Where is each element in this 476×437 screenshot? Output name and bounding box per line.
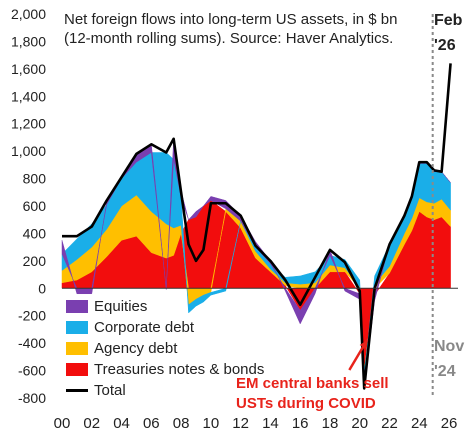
- legend-item-equities: Equities: [66, 296, 264, 317]
- x-tick-label: 04: [113, 415, 130, 432]
- y-tick-label: 800: [23, 171, 47, 187]
- x-tick-label: 02: [83, 415, 100, 432]
- nov-label-line1: Nov: [434, 338, 465, 355]
- legend-item-corporate-debt: Corporate debt: [66, 317, 264, 338]
- y-tick-label: 1,400: [11, 88, 46, 104]
- area-equities: [61, 138, 451, 389]
- y-tick-label: -800: [18, 390, 46, 406]
- y-tick-label: 200: [23, 253, 47, 269]
- y-tick-label: 1,200: [11, 116, 46, 132]
- feb-label-line1: Feb: [434, 12, 463, 29]
- y-tick-label: -400: [18, 335, 46, 351]
- legend-label-treasuries: Treasuries notes & bonds: [94, 361, 265, 378]
- em-note-line1: EM central banks sell: [236, 375, 389, 392]
- x-tick-label: 18: [322, 415, 339, 432]
- total-line-group: [62, 63, 452, 390]
- y-tick-label: 0: [38, 280, 46, 296]
- y-tick-label: -600: [18, 363, 46, 379]
- nov-label-line2: '24: [434, 363, 456, 380]
- axes: 2,000 1,800 1,600 1,400 1,200 1,000 800 600 400 2…: [11, 6, 458, 432]
- covid-arrow-head: [359, 340, 368, 349]
- x-tick-label: 26: [441, 415, 458, 432]
- area-corporate-debt: [61, 152, 451, 378]
- legend-label-agency-debt: Agency debt: [94, 340, 178, 357]
- x-tick-label: 10: [203, 415, 220, 432]
- feb-label-line2: '26: [434, 37, 456, 54]
- y-tick-label: 1,800: [11, 33, 46, 49]
- legend-item-treasuries: Treasuries notes & bonds: [66, 359, 264, 380]
- legend-swatch-agency-debt: [66, 342, 88, 355]
- x-tick-label: 12: [232, 415, 249, 432]
- x-tick-label: 00: [54, 415, 71, 432]
- x-tick-label: 22: [381, 415, 398, 432]
- em-note-line2: USTs during COVID: [236, 395, 376, 412]
- x-tick-label: 14: [262, 415, 279, 432]
- x-tick-label: 20: [351, 415, 368, 432]
- legend: Equities Corporate debt Agency debt Trea…: [66, 296, 264, 401]
- y-tick-label: 600: [23, 198, 47, 214]
- annotation-marks: [348, 14, 434, 398]
- total-line: [62, 63, 452, 390]
- y-tick-label: 1,600: [11, 61, 46, 77]
- y-tick-label: 1,000: [11, 143, 46, 159]
- x-tick-label: 24: [411, 415, 428, 432]
- x-tick-label: 16: [292, 415, 309, 432]
- x-tick-label: 06: [143, 415, 160, 432]
- legend-swatch-equities: [66, 300, 88, 313]
- legend-item-total: Total: [66, 380, 264, 401]
- legend-label-corporate-debt: Corporate debt: [94, 319, 195, 336]
- y-tick-label: -200: [18, 308, 46, 324]
- legend-item-agency-debt: Agency debt: [66, 338, 264, 359]
- y-tick-label: 400: [23, 225, 47, 241]
- x-tick-label: 08: [173, 415, 190, 432]
- legend-line-total: [66, 389, 88, 392]
- nov-24-label: Nov '24: [434, 334, 464, 384]
- legend-label-equities: Equities: [94, 298, 148, 315]
- y-tick-label: 2,000: [11, 6, 46, 22]
- chart-description: Net foreign flows into long-term US asse…: [64, 11, 398, 47]
- legend-swatch-corporate-debt: [66, 321, 88, 334]
- em-central-banks-annotation: EM central banks sell USTs during COVID: [236, 374, 389, 414]
- legend-label-total: Total: [94, 382, 126, 399]
- feb-26-label: Feb '26: [434, 8, 462, 58]
- legend-swatch-treasuries: [66, 363, 88, 376]
